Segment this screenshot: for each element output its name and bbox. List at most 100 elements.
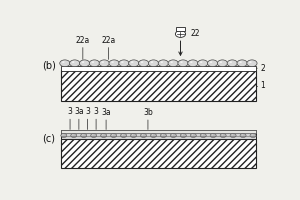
Circle shape [220,133,226,137]
Circle shape [250,133,256,137]
Circle shape [101,61,104,63]
Text: (b): (b) [42,61,56,71]
Circle shape [72,61,74,63]
Circle shape [168,60,178,67]
Circle shape [210,133,216,137]
Bar [61,139,256,168]
Circle shape [217,60,227,67]
Circle shape [62,61,64,63]
Circle shape [247,60,257,67]
Circle shape [178,60,188,67]
Circle shape [220,61,222,63]
Circle shape [152,134,153,135]
Circle shape [72,134,74,135]
Circle shape [182,134,183,135]
Circle shape [92,134,93,135]
Circle shape [102,134,103,135]
Circle shape [200,61,202,63]
Circle shape [122,134,123,135]
Circle shape [251,134,253,135]
Circle shape [121,61,124,63]
Bar [61,130,256,133]
Circle shape [61,133,67,137]
Circle shape [70,60,80,67]
Circle shape [92,61,94,63]
Circle shape [180,133,186,137]
Circle shape [240,133,246,137]
Text: (c): (c) [42,134,55,144]
Bar [61,66,256,71]
Circle shape [160,61,163,63]
Text: 22a: 22a [101,36,116,59]
Circle shape [99,60,109,67]
Circle shape [190,61,193,63]
Circle shape [111,133,117,137]
Circle shape [249,61,252,63]
Circle shape [210,61,212,63]
Circle shape [176,31,186,37]
Circle shape [139,60,149,67]
Circle shape [172,134,173,135]
Circle shape [170,133,176,137]
Circle shape [121,133,127,137]
Circle shape [140,133,146,137]
Text: 3: 3 [68,107,73,129]
Text: 22: 22 [191,29,200,38]
Circle shape [80,60,90,67]
Circle shape [71,133,77,137]
Circle shape [141,61,143,63]
Circle shape [230,133,236,137]
Circle shape [192,134,193,135]
Circle shape [202,134,203,135]
Circle shape [151,61,153,63]
Circle shape [230,61,232,63]
Text: 3a: 3a [101,108,111,129]
Circle shape [160,133,166,137]
Circle shape [198,60,208,67]
Circle shape [100,133,106,137]
Circle shape [82,61,84,63]
Circle shape [119,60,129,67]
Circle shape [237,60,247,67]
Circle shape [242,134,243,135]
Circle shape [158,60,168,67]
Circle shape [132,134,133,135]
Circle shape [91,133,97,137]
Circle shape [222,134,223,135]
Circle shape [81,133,87,137]
Bar [176,27,185,31]
Circle shape [162,134,163,135]
Text: 3b: 3b [143,108,153,129]
Text: 3: 3 [94,107,98,129]
Circle shape [188,60,198,67]
Circle shape [212,134,213,135]
Circle shape [82,134,83,135]
Text: 22a: 22a [76,36,90,59]
Circle shape [150,133,156,137]
Circle shape [62,134,64,135]
Text: 1: 1 [261,81,266,90]
Circle shape [180,61,183,63]
Text: 3a: 3a [74,107,84,129]
Circle shape [130,133,136,137]
Circle shape [190,133,196,137]
Circle shape [227,60,237,67]
Circle shape [129,60,139,67]
Bar [61,70,256,101]
Circle shape [109,60,119,67]
Circle shape [208,60,218,67]
Circle shape [239,61,242,63]
Text: 2: 2 [261,64,266,73]
Circle shape [112,134,113,135]
Circle shape [89,60,100,67]
Circle shape [148,60,159,67]
Circle shape [142,134,143,135]
Circle shape [131,61,134,63]
Circle shape [170,61,173,63]
Bar [61,130,256,139]
Circle shape [111,61,114,63]
Text: 3: 3 [85,107,90,129]
Circle shape [232,134,233,135]
Circle shape [60,60,70,67]
Circle shape [200,133,206,137]
